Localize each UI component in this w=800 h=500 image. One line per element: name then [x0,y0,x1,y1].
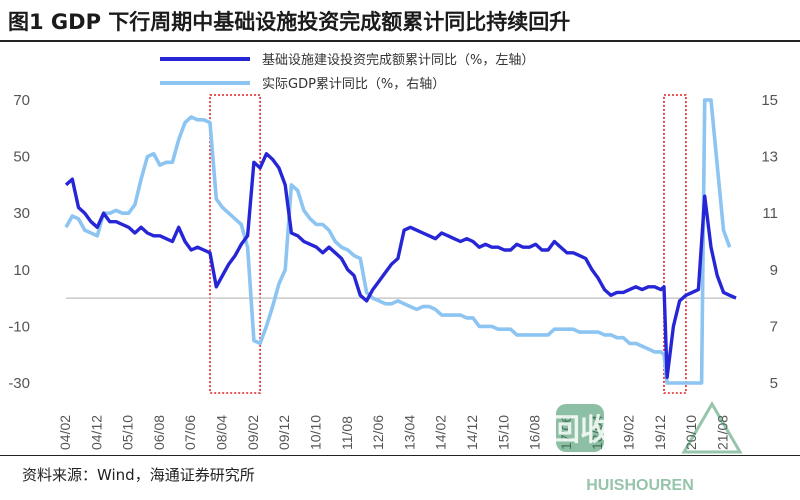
highlight-box-0 [209,94,261,394]
title-rule [0,40,800,42]
x-tick: 11/08 [339,416,355,450]
x-tick: 19/02 [621,415,637,450]
y-right-tick: 7 [770,318,778,335]
y-left-tick: 70 [13,92,30,109]
chart-title: 图1 GDP 下行周期中基础设施投资完成额累计同比持续回升 [8,10,571,34]
y-right-tick: 9 [770,262,778,279]
y-right-tick: 5 [770,375,778,392]
x-tick: 14/12 [464,415,480,450]
watermark-logo: 回收 HUISHOUREN [550,401,743,494]
y-right-tick: 13 [761,149,778,166]
legend: 基础设施建设投资完成额累计同比（%，左轴） 实际GDP累计同比（%，右轴） [160,52,534,92]
legend-label-infra: 基础设施建设投资完成额累计同比（%，左轴） [262,52,534,68]
y-left-tick: -10 [8,318,30,335]
x-tick: 13/04 [401,415,417,450]
x-tick: 14/02 [433,415,449,450]
watermark-mark [556,404,604,452]
x-tick: 08/04 [214,415,230,450]
series-line-infra [64,152,737,379]
x-tick: 19/12 [652,415,668,450]
watermark-triangle [681,401,743,454]
y-left-tick: -30 [8,375,30,392]
y-left-tick: 50 [13,149,30,166]
x-tick: 12/06 [370,415,386,450]
y-right-tick: 15 [761,92,778,109]
axes-layer: -30 -10 10 30 50 70 5 7 9 11 13 15 04/02 04/12 05/10 06… [8,92,778,450]
y-left-tick: 10 [13,262,30,279]
x-tick: 21/08 [714,415,730,450]
legend-label-gdp: 实际GDP累计同比（%，右轴） [262,77,445,92]
x-tick: 10/10 [307,415,323,450]
source-rule [0,455,800,456]
y-left-tick: 30 [13,205,30,222]
x-tick: 09/12 [276,415,292,450]
x-tick: 05/10 [120,415,136,450]
x-tick: 07/06 [182,415,198,450]
x-tick: 15/10 [495,415,511,450]
source-note: 资料来源：Wind，海通证券研究所 [22,466,255,484]
watermark-main: 回收 [550,414,610,447]
x-tick: 09/02 [245,415,261,450]
watermark-sub: HUISHOUREN [586,477,694,494]
highlight-boxes [209,94,687,394]
x-tick: 16/08 [527,415,543,450]
x-tick: 06/08 [151,415,167,450]
series-layer [64,98,737,385]
y-right-tick: 11 [762,205,778,222]
x-tick: 04/02 [57,415,73,450]
series-line-gdp [64,98,732,385]
x-tick: 04/12 [88,415,104,450]
x-tick: 20/10 [683,415,699,450]
